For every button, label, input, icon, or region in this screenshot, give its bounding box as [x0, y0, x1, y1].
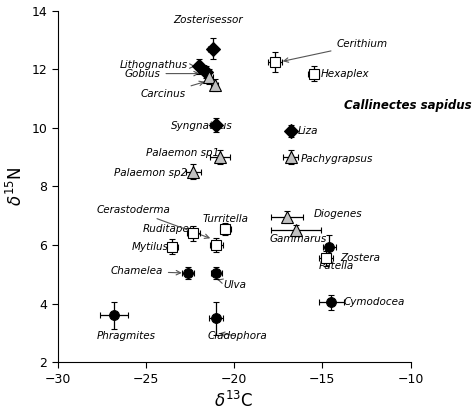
Text: Chamelea: Chamelea [110, 266, 181, 276]
Text: Diogenes: Diogenes [313, 209, 362, 219]
Text: Ulva: Ulva [218, 279, 246, 290]
Text: Pachygrapsus: Pachygrapsus [301, 153, 374, 163]
Text: Carcinus: Carcinus [140, 81, 204, 99]
Text: Cerithium: Cerithium [284, 39, 388, 62]
Text: Syngnathus: Syngnathus [171, 121, 232, 131]
Text: Cymodocea: Cymodocea [344, 297, 405, 307]
Text: Ruditapes: Ruditapes [142, 224, 194, 234]
Text: Gammarus: Gammarus [269, 234, 327, 244]
Text: Hexaplex: Hexaplex [320, 68, 369, 78]
Text: Liza: Liza [298, 126, 318, 136]
Text: Turritella: Turritella [202, 214, 248, 224]
Y-axis label: $\delta^{15}$N: $\delta^{15}$N [6, 167, 26, 206]
Text: Palaemon sp1: Palaemon sp1 [146, 148, 219, 158]
Text: Cladophora: Cladophora [208, 331, 267, 341]
Text: Zostera: Zostera [340, 253, 380, 263]
Text: Mytilus: Mytilus [132, 241, 169, 251]
Text: Cerastoderma: Cerastoderma [96, 205, 209, 239]
Text: Gobius: Gobius [125, 68, 198, 78]
Text: Zosterisessor: Zosterisessor [173, 15, 242, 25]
Text: Palaemon sp2: Palaemon sp2 [114, 168, 187, 178]
Text: Patella: Patella [319, 261, 354, 271]
X-axis label: $\delta^{13}$C: $\delta^{13}$C [214, 391, 254, 412]
Text: Callinectes sapidus: Callinectes sapidus [344, 99, 471, 112]
Text: Phragmites: Phragmites [96, 331, 155, 341]
Text: Lithognathus: Lithognathus [119, 60, 194, 70]
